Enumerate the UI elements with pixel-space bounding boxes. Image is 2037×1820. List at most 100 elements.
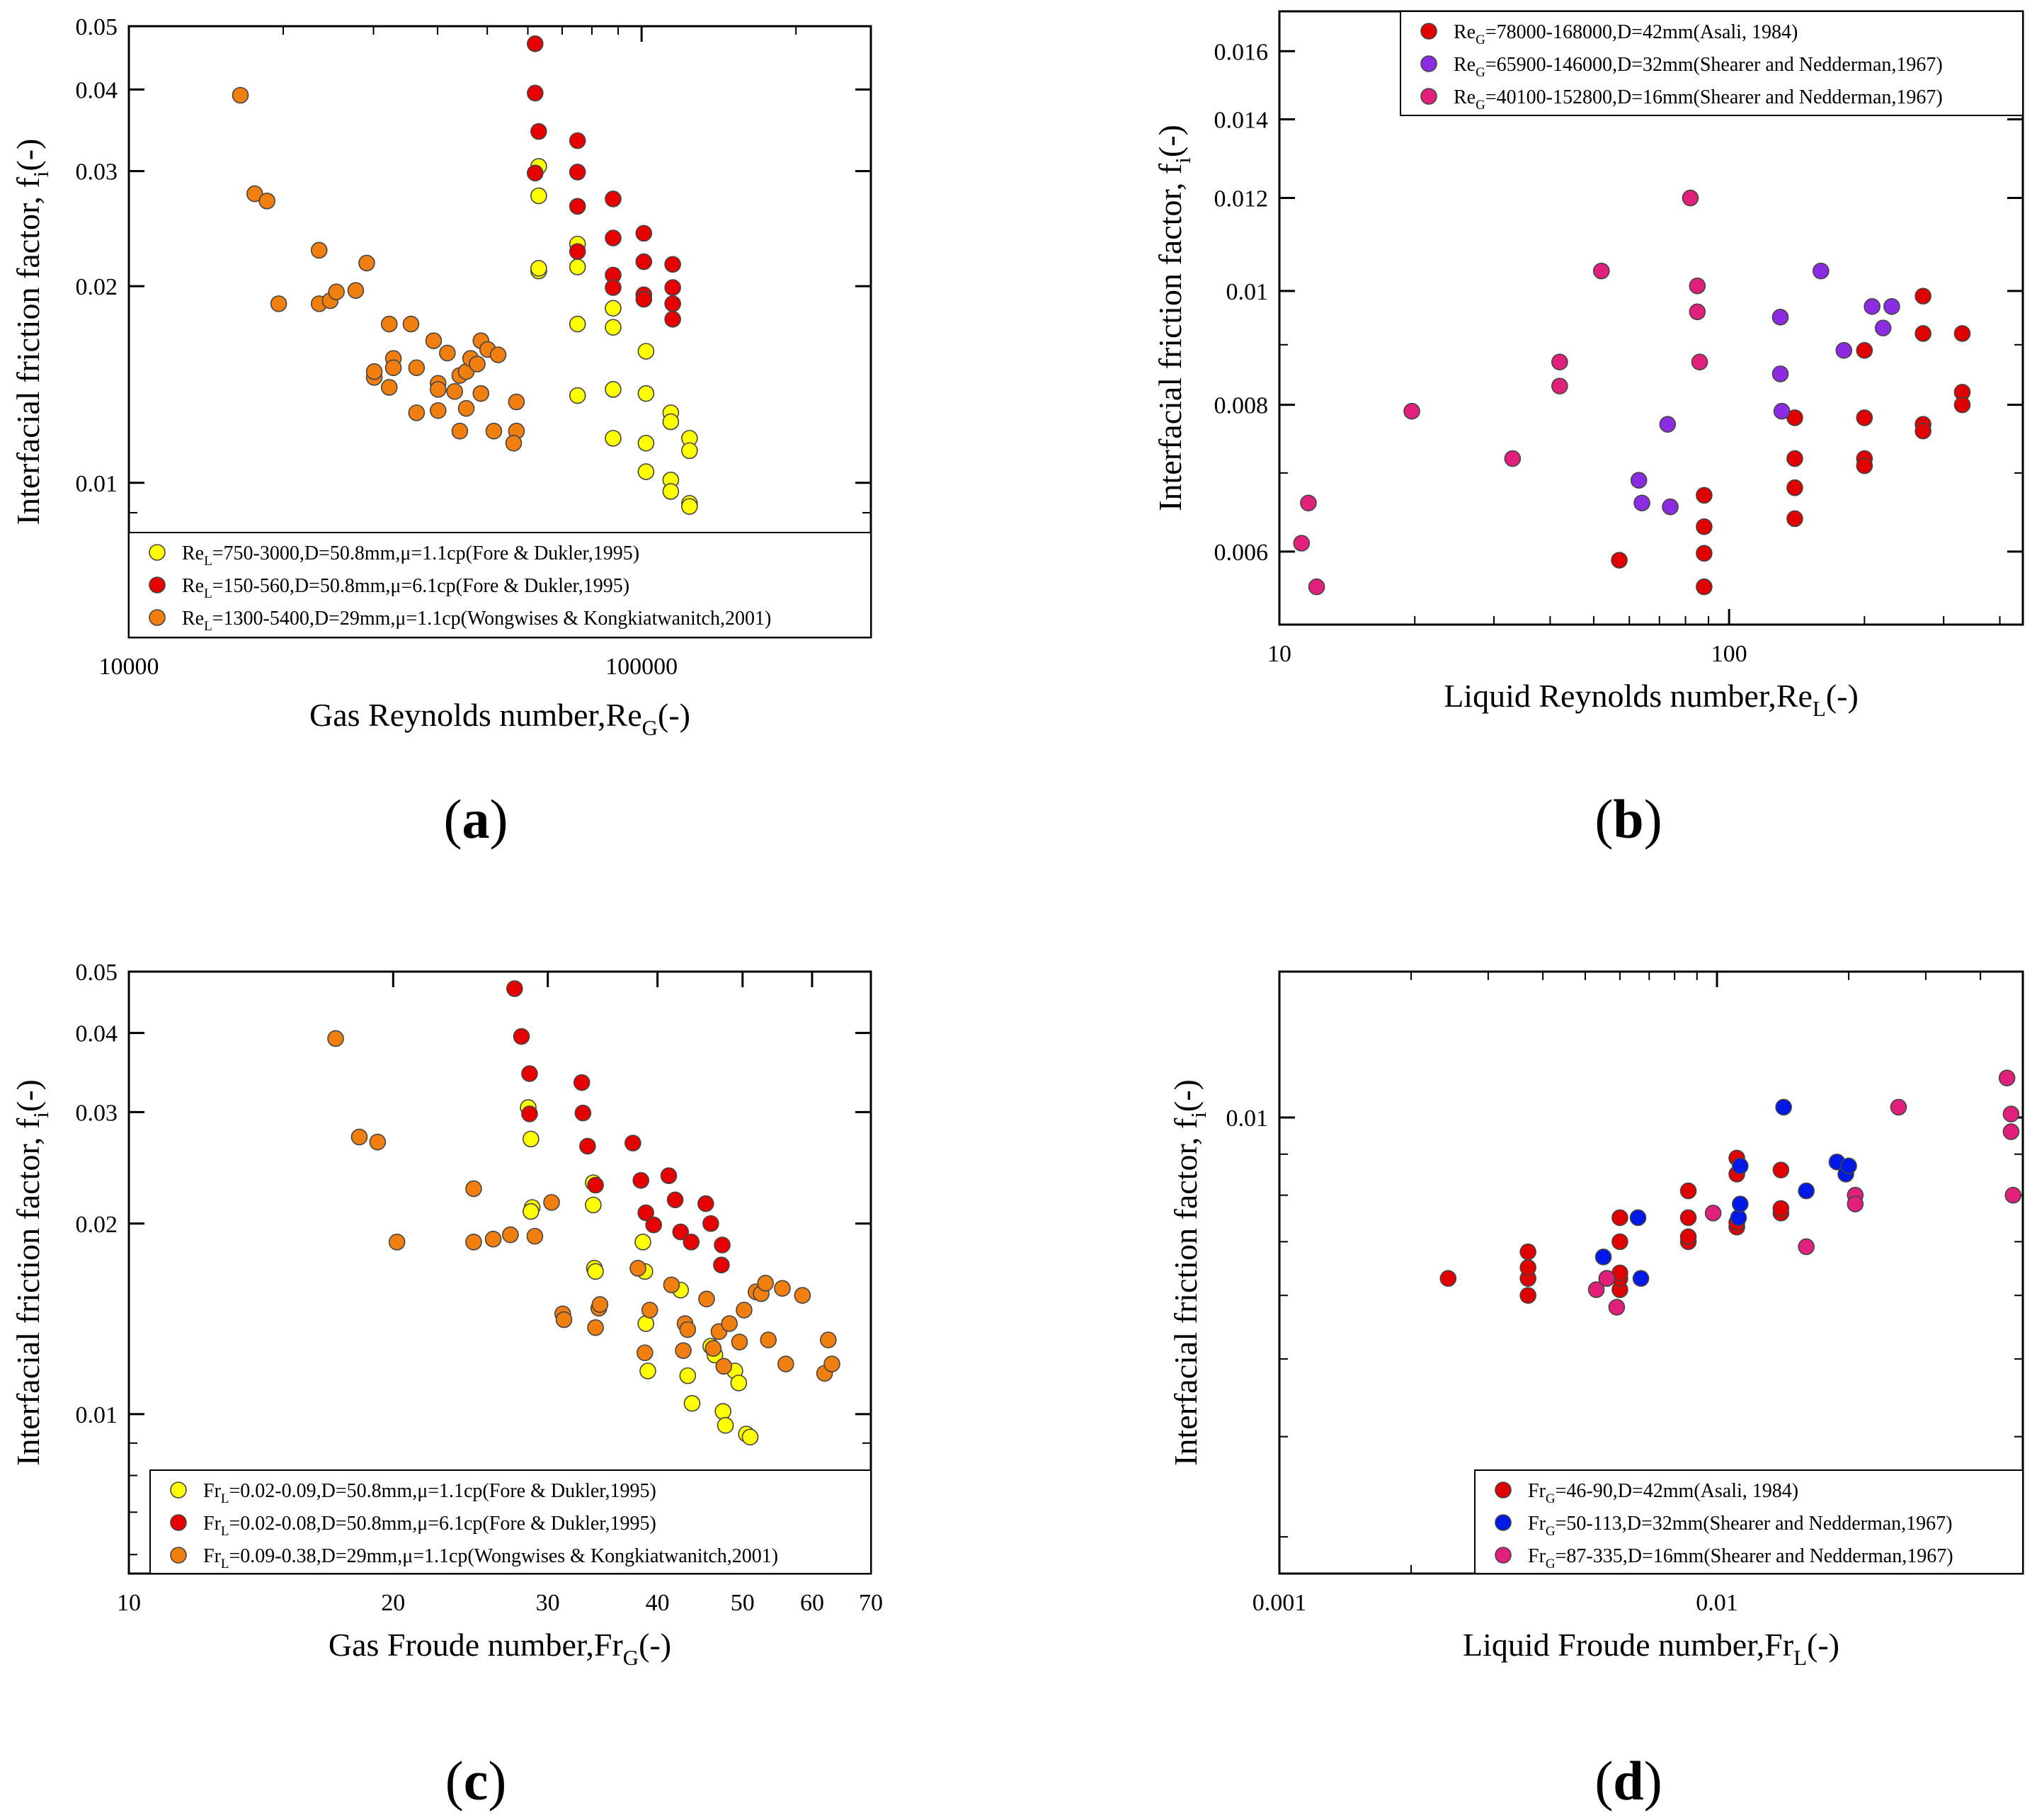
data-point (1786, 450, 1803, 467)
series-1 (1630, 262, 1900, 516)
data-point (465, 1234, 482, 1251)
y-axis-label: Interfacial friction factor, fi(-) (10, 1079, 53, 1466)
data-point (637, 463, 655, 480)
y-tick-label: 0.03 (76, 1100, 118, 1126)
data-point (637, 343, 655, 360)
data-point (1998, 1069, 2016, 1087)
data-point (388, 1234, 406, 1251)
data-point (1611, 552, 1628, 569)
data-point (1689, 277, 1706, 295)
x-axis-label: Gas Reynolds number,ReG(-) (309, 697, 690, 740)
data-point (736, 1302, 753, 1319)
data-point (664, 295, 681, 312)
data-point (1771, 365, 1789, 382)
data-point (1679, 1228, 1697, 1246)
data-point (637, 385, 655, 402)
y-tick-label: 0.006 (1214, 540, 1269, 566)
x-axis-label: Gas Froude number,FrG(-) (329, 1627, 671, 1670)
legend-entry: FrL=0.02-0.09,D=50.8mm,μ=1.1cp(Fore & Du… (203, 1480, 656, 1506)
legend-marker (1420, 88, 1437, 105)
data-point (1598, 1270, 1616, 1287)
data-point (446, 382, 464, 400)
data-point (526, 1227, 544, 1245)
x-tick-label: 10000 (99, 654, 159, 680)
data-point (1835, 342, 1853, 359)
data-point (1659, 416, 1677, 433)
data-point (429, 381, 447, 398)
series-2 (232, 86, 525, 452)
data-point (1682, 189, 1699, 207)
data-point (429, 402, 447, 419)
data-point (629, 1260, 646, 1277)
data-point (258, 193, 275, 210)
data-point (1798, 1238, 1815, 1256)
x-tick-label: 20 (381, 1590, 405, 1616)
data-point (2002, 1123, 2020, 1140)
data-point (485, 422, 503, 440)
legend-marker (1495, 1481, 1512, 1498)
data-point (717, 1416, 734, 1434)
chart-a: 10000 100000 0.01 0.02 0.03 0.04 0.05 Gas Reyno… (10, 14, 872, 740)
data-point (573, 1074, 590, 1091)
data-point (1696, 487, 1713, 504)
data-point (1594, 1249, 1612, 1266)
legend-entry: FrG=46-90,D=42mm(Asali, 1984) (1528, 1480, 1798, 1506)
data-point (469, 356, 486, 372)
data-point (666, 1191, 684, 1209)
data-point (380, 315, 398, 333)
data-point (639, 1363, 656, 1380)
data-point (543, 1194, 560, 1211)
data-point (731, 1333, 748, 1350)
legend-box (128, 532, 872, 638)
data-point (637, 434, 655, 452)
data-point (714, 1236, 731, 1253)
y-axis-label: Interfacial friction factor, fi(-) (1168, 1079, 1211, 1466)
data-point (1953, 396, 1971, 414)
data-point (1630, 472, 1648, 489)
data-point (451, 422, 469, 440)
data-point (587, 1319, 604, 1336)
data-point (741, 1428, 759, 1446)
data-point (1611, 1209, 1628, 1227)
data-point (365, 363, 383, 380)
data-point (1679, 1209, 1697, 1227)
data-point (521, 1065, 538, 1082)
data-point (1812, 262, 1830, 280)
data-point (1592, 262, 1610, 280)
data-point (1633, 494, 1650, 512)
data-point (523, 1130, 540, 1148)
series-2 (1587, 1069, 2022, 1316)
y-tick-label: 0.01 (76, 1402, 118, 1428)
x-tick-label: 100000 (605, 654, 678, 680)
data-point (1504, 450, 1522, 467)
panel-label-b: (b) (1594, 788, 1662, 850)
data-point (605, 300, 622, 317)
panel-label-d: (d) (1594, 1750, 1662, 1812)
y-tick-label: 0.008 (1214, 393, 1269, 419)
data-point (605, 190, 622, 207)
y-tick-label: 0.02 (76, 274, 118, 300)
data-point (664, 310, 681, 328)
series-1 (506, 980, 731, 1274)
data-point (1439, 1270, 1457, 1287)
data-point (605, 229, 622, 246)
data-point (1915, 288, 1932, 305)
data-point (489, 346, 507, 363)
data-point (634, 1234, 651, 1251)
x-axis-label: Liquid Froude number,FrL(-) (1463, 1627, 1839, 1670)
data-point (569, 387, 586, 404)
data-point (645, 1216, 662, 1234)
series-1 (1594, 1098, 1857, 1287)
data-point (663, 1276, 680, 1294)
data-point (327, 1030, 344, 1047)
data-point (1786, 479, 1803, 496)
legend-entry: ReG=65900-146000,D=32mm(Shearer and Nedd… (1454, 54, 1943, 80)
data-point (530, 187, 547, 205)
x-tick-label: 0.001 (1253, 1590, 1307, 1616)
data-point (1519, 1243, 1536, 1261)
data-point (1551, 377, 1568, 394)
data-point (425, 332, 443, 349)
legend-marker (1420, 55, 1437, 72)
data-point (774, 1280, 791, 1297)
